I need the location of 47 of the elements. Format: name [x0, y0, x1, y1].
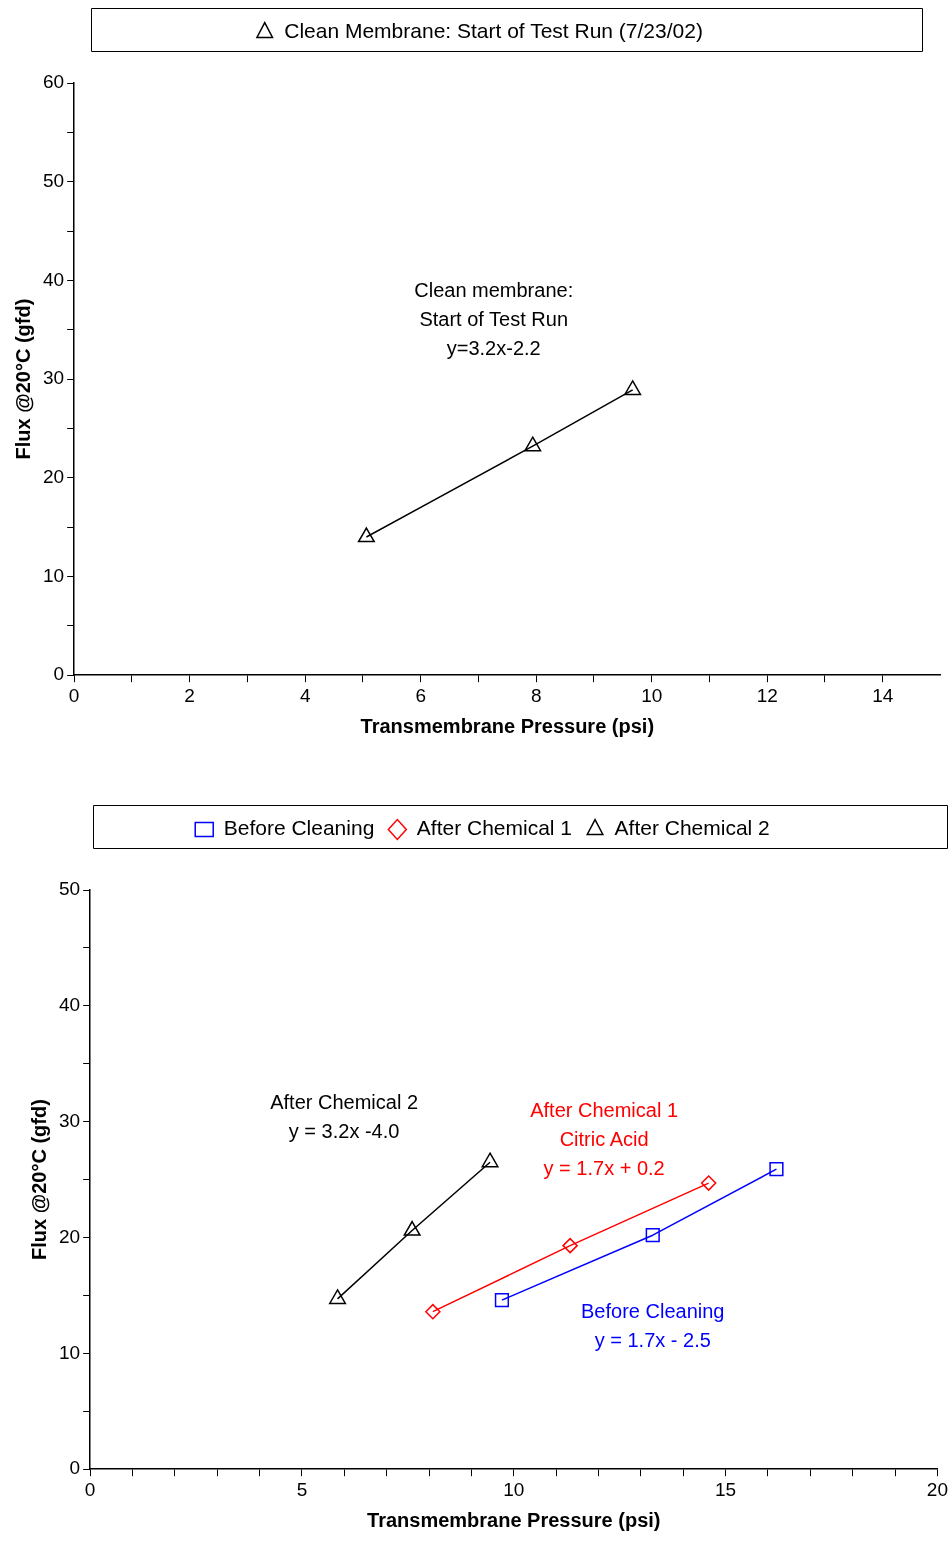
x-tick-label: 12 [756, 684, 778, 706]
legend-label: After Chemical 2 [614, 816, 770, 840]
annotation: After Chemical 2 y = 3.2x -4.0 [270, 1090, 419, 1142]
legend-label: After Chemical 1 [416, 816, 573, 840]
y-axis-title: Flux @20°C (gfd) [27, 1099, 50, 1261]
x-tick-label: 14 [872, 684, 894, 706]
legend-label: Before Cleaning [223, 816, 375, 840]
x-axis-title: Transmembrane Pressure (psi) [367, 1508, 661, 1531]
y-tick-label: 50 [42, 169, 65, 191]
y-tick-label: 0 [69, 1457, 81, 1479]
y-tick-label: 60 [42, 71, 65, 93]
y-tick-label: 20 [58, 1225, 81, 1247]
x-tick-label: 10 [503, 1478, 525, 1500]
x-tick-label: 10 [641, 684, 663, 706]
y-tick-label: 0 [53, 663, 65, 685]
point [700, 1175, 717, 1191]
y-tick-label: 20 [42, 466, 65, 488]
point [624, 380, 642, 396]
y-tick-label: 10 [58, 1341, 81, 1363]
point [645, 1228, 660, 1243]
y-tick-label: 30 [42, 367, 65, 389]
point [562, 1237, 578, 1254]
x-tick-label: 5 [296, 1478, 308, 1500]
annotation: Clean membrane: Start of Test Run y=3.2x-2.2 [414, 278, 574, 359]
point [425, 1303, 441, 1320]
point [357, 527, 375, 543]
x-tick-label: 6 [415, 684, 426, 706]
point [769, 1162, 784, 1177]
x-tick-label: 20 [926, 1478, 948, 1500]
annotation: After Chemical 1 Citric Acid y = 1.7x + 0.2 [530, 1099, 679, 1180]
y-tick-label: 50 [58, 878, 81, 900]
y-axis-title: Flux @20°C (gfd) [11, 298, 34, 460]
point [494, 1292, 510, 1308]
x-tick-label: 15 [715, 1478, 737, 1500]
annotation: Before Cleaning y = 1.7x - 2.5 [581, 1300, 725, 1352]
y-tick-label: 40 [42, 268, 65, 290]
y-tick-label: 10 [42, 564, 65, 586]
x-tick-label: 4 [299, 684, 311, 706]
x-tick-label: 0 [84, 1478, 96, 1500]
point [329, 1289, 347, 1305]
x-tick-label: 8 [530, 684, 542, 706]
legend-label: Clean Membrane: Start of Test Run (7/23/02) [284, 19, 703, 43]
x-tick-label: 2 [184, 684, 195, 706]
x-axis-title: Transmembrane Pressure (psi) [360, 714, 655, 737]
y-tick-label: 40 [58, 994, 81, 1016]
y-tick-label: 30 [58, 1109, 81, 1131]
point [524, 436, 542, 452]
